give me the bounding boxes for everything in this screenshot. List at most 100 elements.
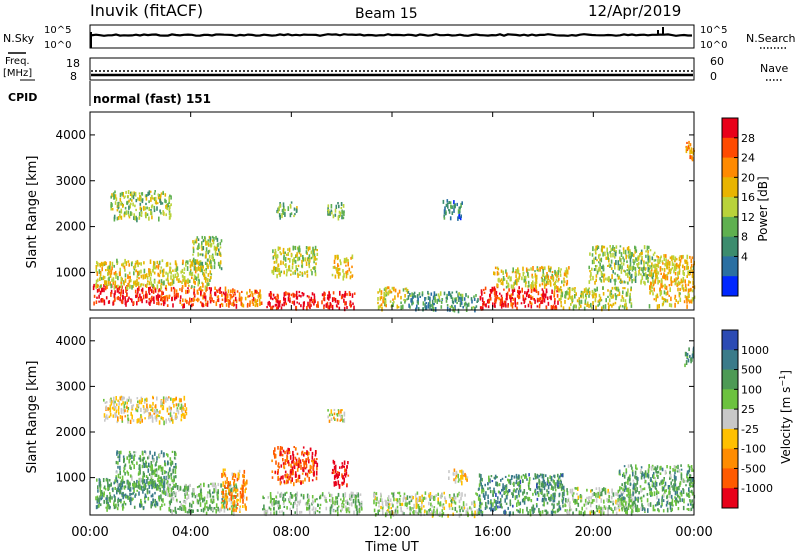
- velocity-cell: [377, 501, 380, 504]
- velocity-cell: [182, 504, 184, 507]
- power-cell: [418, 292, 421, 296]
- power-cell: [534, 270, 536, 273]
- velocity-cell: [587, 501, 589, 505]
- power-cell: [140, 262, 142, 266]
- power-cell: [172, 274, 175, 278]
- power-cell: [110, 292, 112, 297]
- power-cell: [627, 266, 630, 271]
- power-cell: [115, 197, 118, 201]
- power-cell: [621, 295, 624, 299]
- power-cell: [316, 249, 318, 252]
- power-cell: [139, 202, 142, 206]
- power-cell: [586, 289, 588, 292]
- velocity-cell: [296, 491, 298, 497]
- velocity-cell: [161, 401, 163, 407]
- velocity-cell: [633, 500, 636, 505]
- power-cell: [446, 202, 449, 207]
- velocity-cell: [532, 509, 534, 514]
- power-cell: [639, 253, 641, 258]
- power-cell: [219, 260, 222, 265]
- power-cell: [620, 262, 623, 265]
- power-cell: [304, 257, 306, 261]
- power-cell: [136, 217, 138, 223]
- power-cell: [127, 195, 129, 198]
- velocity-cell: [346, 501, 349, 505]
- velocity-cell: [531, 506, 533, 512]
- velocity-cell: [330, 417, 333, 421]
- power-cell: [491, 289, 493, 292]
- velocity-cell: [190, 503, 193, 508]
- velocity-cell: [478, 483, 481, 488]
- power-cell: [192, 253, 194, 256]
- power-cell: [656, 274, 658, 279]
- velocity-cell: [515, 489, 517, 493]
- velocity-cell: [146, 488, 149, 493]
- power-cell: [566, 279, 569, 285]
- power-cell: [236, 290, 239, 293]
- power-cell: [611, 286, 614, 290]
- velocity-cell: [440, 496, 442, 499]
- power-cell: [210, 243, 213, 247]
- velocity-cell: [190, 509, 193, 514]
- power-cell: [283, 254, 285, 258]
- power-cell: [107, 272, 109, 276]
- power-cell: [611, 304, 613, 308]
- velocity-cell: [280, 451, 282, 456]
- power-cell: [99, 272, 102, 276]
- velocity-cell: [610, 507, 612, 511]
- power-cell: [164, 301, 166, 305]
- power-cell: [116, 205, 119, 208]
- power-cell: [181, 281, 183, 284]
- velocity-cell: [119, 470, 121, 476]
- velocity-cell: [202, 507, 205, 513]
- power-cell: [459, 206, 461, 209]
- velocity-cell: [473, 505, 476, 508]
- velocity-cell: [151, 405, 153, 409]
- velocity-cell: [528, 480, 531, 485]
- power-cell: [181, 303, 183, 306]
- velocity-cell: [539, 473, 542, 476]
- power-cell: [113, 214, 116, 220]
- power-cell: [509, 277, 511, 282]
- velocity-cell: [528, 484, 530, 489]
- power-cell: [133, 281, 135, 284]
- power-cell: [597, 268, 600, 273]
- power-cell: [202, 282, 204, 288]
- power-cell: [473, 297, 476, 301]
- power-cell: [333, 297, 336, 301]
- power-cell: [105, 280, 108, 285]
- velocity-cell: [124, 471, 126, 476]
- velocity-cell: [541, 491, 543, 495]
- velocity-cell: [600, 491, 603, 497]
- power-cell: [112, 301, 114, 306]
- velocity-cell: [132, 419, 135, 422]
- power-cell: [107, 284, 110, 287]
- velocity-cell: [174, 450, 176, 456]
- velocity-cell: [175, 491, 177, 496]
- power-cell: [448, 201, 450, 204]
- velocity-cell: [330, 493, 333, 498]
- power-cell: [123, 213, 126, 217]
- velocity-cell: [458, 505, 461, 509]
- power-cell: [148, 270, 151, 275]
- velocity-cell: [138, 399, 141, 405]
- power-cell: [554, 285, 556, 291]
- power-cell: [330, 204, 333, 209]
- power-cell: [164, 286, 167, 290]
- power-cell: [649, 274, 651, 277]
- power-cell: [283, 296, 285, 301]
- velocity-cell: [433, 508, 435, 514]
- power-cell: [116, 258, 118, 263]
- power-cell: [680, 278, 683, 284]
- power-cell: [327, 294, 329, 297]
- velocity-cell: [163, 477, 166, 482]
- power-cell: [607, 280, 610, 283]
- power-cell: [93, 294, 96, 298]
- power-cell: [456, 301, 458, 304]
- velocity-cell: [172, 486, 174, 490]
- power-cell: [160, 283, 163, 286]
- power-cell: [594, 297, 597, 303]
- power-cell: [498, 297, 501, 301]
- power-cell: [204, 292, 206, 297]
- velocity-cell: [340, 409, 342, 414]
